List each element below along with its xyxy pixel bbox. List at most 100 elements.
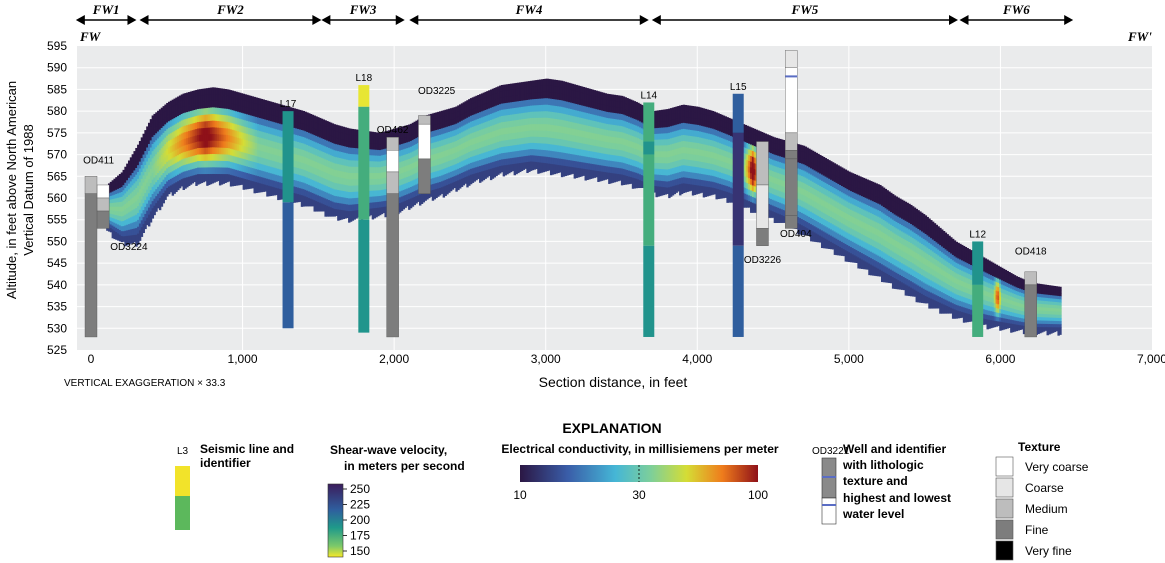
conductivity-cell [353,141,356,149]
conductivity-cell [140,206,144,214]
conductivity-cell [686,183,689,192]
conductivity-cell [559,100,562,107]
conductivity-cell [229,142,233,150]
conductivity-cell [280,182,284,190]
conductivity-cell [304,111,307,119]
conductivity-cell [677,184,680,192]
conductivity-cell [593,114,597,122]
conductivity-cell [560,139,564,147]
conductivity-cell [166,187,169,197]
conductivity-cell [588,138,591,146]
conductivity-cell [480,105,484,112]
conductivity-cell [546,98,549,106]
conductivity-cell [209,173,213,185]
conductivity-cell [160,161,164,169]
conductivity-cell [337,196,340,204]
conductivity-cell [609,94,613,101]
conductivity-cell [480,165,484,172]
conductivity-cell [682,153,686,160]
conductivity-cell [138,154,142,163]
conductivity-cell [593,102,597,110]
conductivity-cell [511,95,515,103]
conductivity-cell [126,219,129,226]
conductivity-cell [211,87,215,95]
conductivity-cell [126,213,129,220]
conductivity-cell [559,126,562,133]
conductivity-cell [373,137,376,145]
conductivity-cell [673,119,677,126]
conductivity-cell [500,147,504,154]
conductivity-cell [722,144,726,151]
conductivity-cell [162,179,165,187]
conductivity-cell [702,138,706,145]
conductivity-cell [158,191,162,199]
conductivity-cell [377,161,380,168]
conductivity-cell [189,163,193,171]
conductivity-cell [344,197,347,205]
conductivity-cell [468,175,471,186]
conductivity-cell [260,183,264,193]
conductivity-cell [660,180,664,188]
conductivity-cell [308,132,311,140]
conductivity-cell [111,218,115,223]
conductivity-cell [695,173,698,180]
conductivity-cell [695,124,698,132]
conductivity-cell [233,117,236,125]
conductivity-cell [557,80,560,88]
conductivity-cell [693,112,697,119]
conductivity-cell [657,116,660,123]
conductivity-cell [713,146,717,154]
conductivity-cell [297,155,300,162]
conductivity-cell [686,135,689,142]
conductivity-cell [464,165,467,172]
conductivity-cell [251,141,255,149]
conductivity-cell [715,112,718,119]
conductivity-cell [719,166,722,173]
conductivity-cell [429,113,433,121]
conductivity-cell [640,110,644,117]
conductivity-cell [171,177,175,185]
conductivity-cell [400,138,404,145]
conductivity-cell [382,149,386,156]
conductivity-cell [342,165,346,173]
conductivity-cell [702,120,706,127]
conductivity-cell [589,169,593,179]
conductivity-cell [162,152,165,161]
conductivity-cell [720,161,724,168]
conductivity-cell [369,167,373,174]
conductivity-cell [349,179,353,187]
conductivity-cell [633,136,637,144]
conductivity-cell [147,136,151,145]
conductivity-cell [113,206,116,212]
conductivity-cell [308,184,311,192]
conductivity-cell [690,142,693,149]
conductivity-cell [577,129,580,137]
conductivity-cell [397,133,400,140]
conductivity-cell [633,166,637,173]
conductivity-cell [133,234,136,243]
conductivity-cell [671,113,675,121]
conductivity-cell [369,208,373,216]
conductivity-cell [193,175,196,183]
conductivity-cell [373,143,376,151]
conductivity-cell [269,153,273,161]
conductivity-cell [149,211,153,223]
conductivity-cell [333,163,336,171]
conductivity-cell [293,193,296,203]
conductivity-cell [604,105,607,112]
conductivity-cell [429,137,433,144]
conductivity-cell [191,175,195,184]
conductivity-cell [217,134,220,142]
conductivity-cell [455,181,458,192]
conductivity-cell [304,150,307,158]
conductivity-cell [455,169,458,176]
conductivity-cell [722,167,726,174]
conductivity-cell [489,126,493,133]
conductivity-cell [664,121,667,128]
conductivity-cell [217,107,220,115]
conductivity-cell [533,124,537,131]
conductivity-cell [506,140,509,147]
conductivity-cell [509,114,513,122]
conductivity-cell [500,128,504,136]
conductivity-cell [235,98,238,106]
